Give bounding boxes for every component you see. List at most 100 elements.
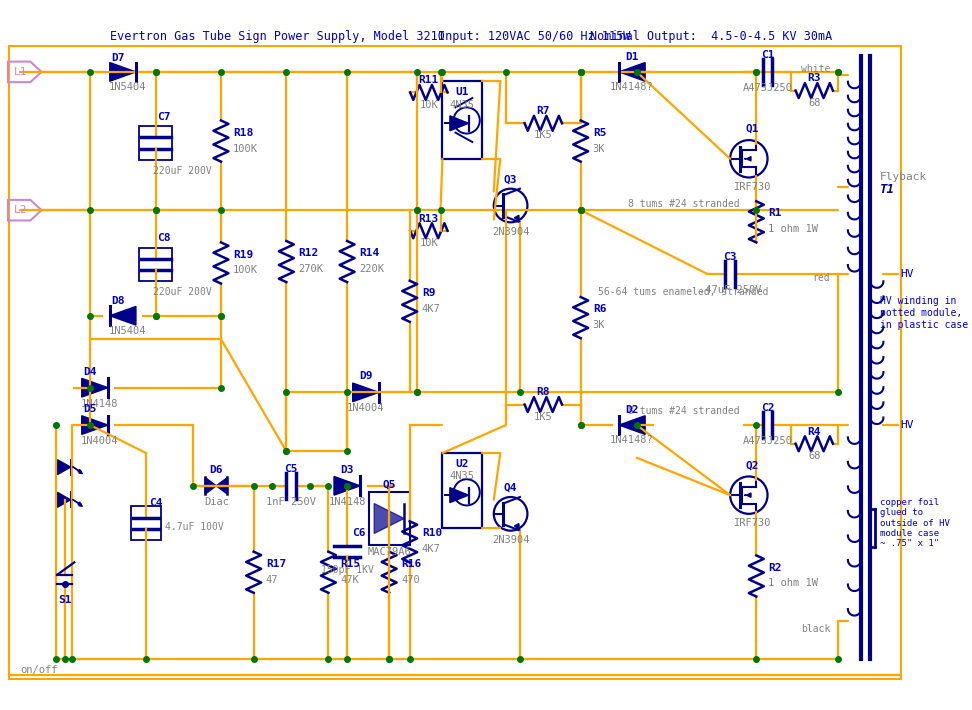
Text: white: white [801, 64, 830, 74]
Text: C6: C6 [352, 528, 365, 537]
Text: 8 tums #24 stranded: 8 tums #24 stranded [628, 406, 740, 416]
Text: R5: R5 [593, 128, 607, 138]
Text: 470: 470 [401, 574, 420, 585]
Text: R12: R12 [298, 248, 319, 258]
Text: 1K5: 1K5 [534, 131, 553, 141]
Text: 4K7: 4K7 [422, 545, 440, 555]
Text: R18: R18 [233, 128, 254, 138]
Text: 1N4148?: 1N4148? [610, 435, 654, 445]
Text: R10: R10 [422, 528, 442, 538]
Text: D9: D9 [359, 371, 372, 381]
Polygon shape [619, 62, 645, 81]
Bar [139, 126, 172, 160]
Text: Input: 120VAC 50/60 Hz 115W: Input: 120VAC 50/60 Hz 115W [437, 30, 630, 43]
Text: R11: R11 [419, 75, 439, 85]
Text: U2: U2 [455, 459, 469, 469]
Text: R13: R13 [419, 214, 439, 224]
Text: 47: 47 [265, 574, 278, 585]
Polygon shape [205, 477, 217, 494]
Text: L1: L1 [15, 67, 28, 77]
Polygon shape [82, 378, 108, 397]
Text: .47uF 250V: .47uF 250V [699, 285, 761, 295]
Text: C8: C8 [157, 233, 171, 244]
Text: 4K7: 4K7 [422, 304, 440, 314]
Text: 1N4004: 1N4004 [81, 436, 119, 446]
Text: R6: R6 [593, 304, 607, 315]
Text: D3: D3 [340, 465, 354, 475]
Polygon shape [334, 476, 361, 495]
Text: 4N35: 4N35 [449, 471, 474, 481]
Text: 1 ohm 1W: 1 ohm 1W [769, 579, 818, 589]
Text: 1K5: 1K5 [534, 412, 553, 422]
Text: Diac: Diac [204, 497, 228, 507]
Text: 47K: 47K [340, 574, 360, 585]
Text: 3K: 3K [593, 320, 606, 330]
Text: IRF730: IRF730 [734, 518, 772, 528]
Text: 220uF 200V: 220uF 200V [153, 166, 212, 176]
Text: red: red [813, 273, 830, 283]
Text: A473J250: A473J250 [743, 83, 792, 93]
Text: D5: D5 [84, 404, 97, 414]
Text: 68: 68 [808, 98, 820, 108]
Polygon shape [82, 416, 108, 435]
Text: 4N35: 4N35 [449, 99, 474, 109]
Text: D7: D7 [112, 53, 125, 63]
Text: 270K: 270K [298, 264, 324, 274]
Text: C4: C4 [149, 498, 162, 508]
Polygon shape [57, 492, 71, 508]
Text: Q5: Q5 [382, 480, 396, 490]
Text: C1: C1 [761, 50, 775, 60]
Text: 220K: 220K [360, 264, 384, 274]
Bar [368, 492, 409, 545]
Text: on/off: on/off [20, 665, 57, 675]
Text: R9: R9 [422, 288, 435, 298]
Text: D6: D6 [210, 465, 223, 475]
Text: 2N3904: 2N3904 [492, 535, 530, 545]
Bar [131, 506, 161, 540]
Polygon shape [217, 477, 227, 494]
Polygon shape [353, 383, 379, 402]
Text: 1N4148: 1N4148 [81, 398, 119, 408]
Text: C2: C2 [761, 403, 775, 413]
Text: Q3: Q3 [503, 175, 517, 185]
Text: 1N4148: 1N4148 [329, 497, 365, 507]
Text: HV: HV [900, 268, 914, 279]
Text: Nominal Output:  4.5-0-4.5 KV 30mA: Nominal Output: 4.5-0-4.5 KV 30mA [590, 30, 833, 43]
Polygon shape [110, 307, 136, 325]
Text: Q2: Q2 [746, 460, 759, 470]
Text: Evertron Gas Tube Sign Power Supply, Model 3210: Evertron Gas Tube Sign Power Supply, Mod… [110, 30, 444, 43]
Text: R2: R2 [769, 562, 781, 572]
Polygon shape [57, 459, 71, 474]
Text: T1: T1 [880, 183, 894, 196]
Text: D2: D2 [625, 405, 639, 415]
Text: 2N3904: 2N3904 [492, 226, 530, 236]
Text: R15: R15 [340, 559, 361, 569]
Text: 1N5404: 1N5404 [109, 82, 146, 92]
Text: R1: R1 [769, 209, 781, 219]
Text: Flyback: Flyback [880, 173, 927, 182]
Text: 100K: 100K [233, 143, 259, 153]
Polygon shape [450, 488, 469, 503]
Bar [442, 81, 482, 159]
Text: A473J250: A473J250 [743, 436, 792, 446]
Polygon shape [110, 62, 136, 81]
Text: copper foil
glued to
outside of HV
module case
~ .75" x 1": copper foil glued to outside of HV modul… [880, 498, 950, 549]
Text: D8: D8 [112, 296, 125, 306]
Text: 56-64 tums enameled, stranded: 56-64 tums enameled, stranded [598, 288, 769, 297]
Text: 150pF 1KV: 150pF 1KV [321, 565, 373, 575]
Text: S1: S1 [58, 595, 72, 605]
Text: R19: R19 [233, 249, 254, 260]
Text: C7: C7 [157, 111, 171, 121]
Text: Q1: Q1 [746, 124, 759, 134]
Bar [442, 453, 482, 528]
Text: 3K: 3K [593, 143, 606, 153]
Text: 220uF 200V: 220uF 200V [153, 288, 212, 297]
Text: 68: 68 [808, 451, 820, 461]
Polygon shape [374, 503, 404, 533]
Text: HV: HV [900, 420, 914, 430]
Text: IRF730: IRF730 [734, 182, 772, 192]
Text: 1N5404: 1N5404 [109, 326, 146, 336]
Text: R16: R16 [401, 559, 422, 569]
Bar [139, 248, 172, 281]
Text: R17: R17 [265, 559, 286, 569]
